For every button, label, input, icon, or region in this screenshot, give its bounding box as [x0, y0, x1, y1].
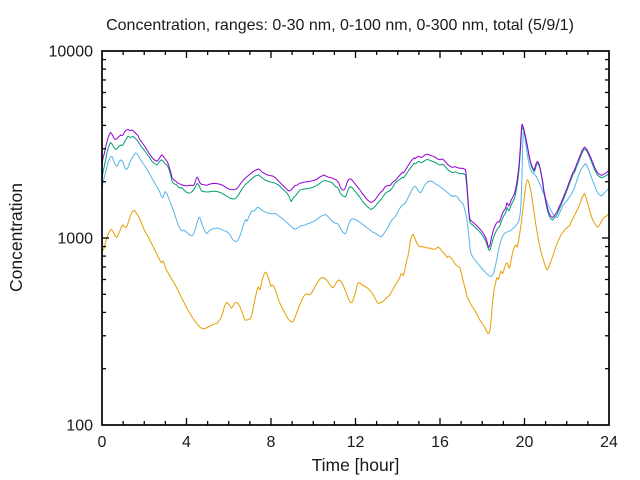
svg-text:Concentration: Concentration	[6, 183, 26, 292]
svg-text:0: 0	[98, 434, 107, 451]
svg-text:12: 12	[347, 434, 365, 451]
svg-text:100: 100	[66, 418, 93, 435]
svg-text:4: 4	[182, 434, 191, 451]
svg-text:16: 16	[431, 434, 449, 451]
svg-text:1000: 1000	[57, 231, 93, 248]
svg-text:Time [hour]: Time [hour]	[312, 455, 400, 475]
svg-text:Concentration, ranges: 0-30 nm: Concentration, ranges: 0-30 nm, 0-100 nm…	[106, 17, 574, 34]
svg-text:8: 8	[267, 434, 276, 451]
svg-text:20: 20	[516, 434, 534, 451]
svg-text:24: 24	[600, 434, 618, 451]
svg-text:10000: 10000	[49, 44, 94, 61]
